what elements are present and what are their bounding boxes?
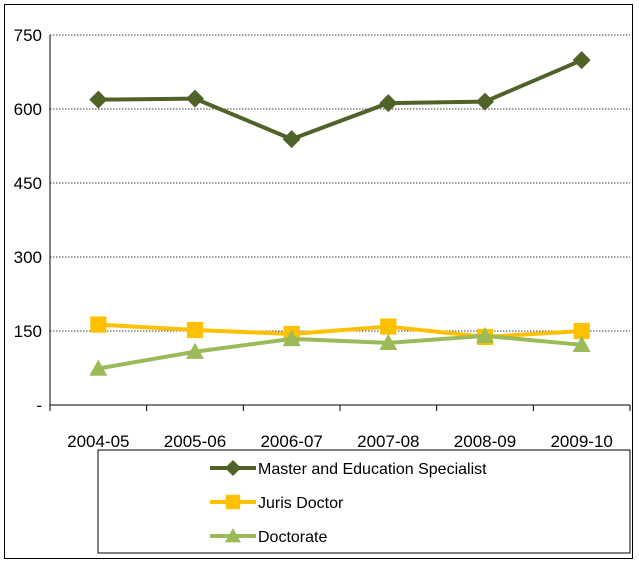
data-point-2 [282, 329, 301, 347]
data-point-0 [476, 92, 494, 111]
y-tick-label: 750 [14, 26, 42, 45]
x-tick-label: 2008-09 [454, 432, 516, 451]
x-tick-label: 2007-08 [357, 432, 419, 451]
data-point-0 [379, 94, 398, 113]
data-point-0 [89, 90, 108, 109]
x-tick-label: 2006-07 [260, 432, 322, 451]
data-point-0 [282, 130, 301, 149]
y-tick-label: 600 [14, 100, 42, 119]
x-tick-label: 2005-06 [164, 432, 226, 451]
y-tick-label: 300 [14, 248, 42, 267]
data-point-1 [90, 316, 107, 333]
series-line-2 [97, 333, 582, 371]
y-tick-label: 450 [14, 174, 42, 193]
y-tick-label: 150 [14, 322, 42, 341]
legend-marker [225, 460, 241, 476]
data-point-1 [573, 322, 590, 340]
legend-label: Juris Doctor [258, 495, 344, 512]
y-tick-label: - [36, 396, 42, 415]
legend-marker [225, 494, 241, 510]
x-tick-label: 2009-10 [550, 432, 612, 451]
data-point-1 [186, 321, 204, 339]
data-point-1 [380, 318, 397, 335]
chart-frame [4, 4, 633, 559]
x-tick-label: 2004-05 [67, 432, 129, 451]
data-point-0 [186, 89, 204, 108]
data-point-2 [572, 335, 591, 353]
data-point-2 [379, 333, 398, 351]
series-line-0 [98, 58, 583, 142]
data-point-2 [476, 326, 494, 344]
legend-label: Doctorate [258, 529, 327, 546]
legend-label: Master and Education Specialist [258, 461, 487, 478]
legend-marker [225, 528, 241, 543]
data-point-2 [89, 359, 108, 376]
legend-box [97, 449, 631, 554]
data-point-2 [186, 342, 204, 359]
data-point-0 [572, 51, 591, 70]
